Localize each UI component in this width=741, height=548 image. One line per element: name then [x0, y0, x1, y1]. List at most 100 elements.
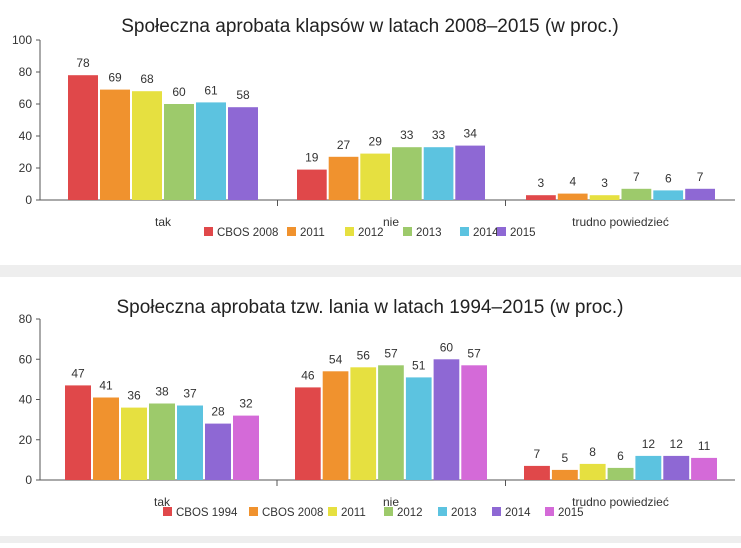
- legend-label: 2012: [358, 227, 384, 239]
- bar: [350, 367, 377, 480]
- y-tick-label: 20: [19, 433, 33, 447]
- data-label: 7: [633, 170, 640, 184]
- legend-swatch: [249, 507, 258, 516]
- data-label: 60: [172, 85, 186, 99]
- y-tick-label: 80: [19, 312, 33, 326]
- y-tick-label: 60: [19, 352, 33, 366]
- legend-swatch: [460, 227, 469, 236]
- bar: [635, 455, 662, 480]
- data-label: 12: [670, 437, 684, 451]
- bar: [328, 156, 359, 200]
- bar: [68, 75, 98, 200]
- legend-label: CBOS 2008: [217, 227, 278, 239]
- bar: [392, 147, 422, 200]
- legend-swatch: [403, 227, 412, 236]
- data-label: 33: [432, 128, 446, 142]
- data-label: 36: [127, 389, 141, 403]
- bar: [405, 377, 432, 480]
- bar: [685, 188, 715, 200]
- bar: [551, 469, 578, 480]
- legend-label: 2015: [510, 227, 536, 239]
- bar: [196, 102, 226, 200]
- legend-swatch: [384, 507, 393, 516]
- data-label: 4: [569, 175, 576, 189]
- data-label: 32: [239, 397, 253, 411]
- chart-2: Społeczna aprobata tzw. lania w latach 1…: [19, 297, 735, 519]
- data-label: 7: [534, 447, 541, 461]
- y-tick-label: 40: [19, 129, 33, 143]
- bar: [93, 397, 119, 480]
- data-label: 29: [369, 135, 383, 149]
- bar: [360, 153, 390, 200]
- data-label: 27: [337, 138, 351, 152]
- legend-swatch: [545, 507, 554, 516]
- bar: [132, 91, 162, 200]
- bar: [100, 89, 130, 200]
- legend-label: CBOS 2008: [262, 507, 323, 519]
- bar: [233, 415, 259, 480]
- legend: CBOS 2008 2011 2012 2013 2014 2015: [204, 227, 536, 239]
- bar: [295, 387, 321, 480]
- bar: [557, 193, 588, 200]
- legend: CBOS 1994 CBOS 2008 2011 2012 2013 2014 2015: [163, 507, 584, 519]
- legend-label: 2012: [397, 507, 423, 519]
- data-label: 6: [617, 449, 624, 463]
- bar: [455, 145, 485, 200]
- y-tick-label: 80: [19, 65, 33, 79]
- bar: [524, 465, 550, 480]
- data-label: 38: [155, 385, 169, 399]
- bar: [378, 365, 404, 480]
- data-label: 34: [464, 127, 478, 141]
- bar: [65, 385, 91, 480]
- y-tick-label: 0: [25, 193, 32, 207]
- bar: [121, 407, 147, 480]
- category-label: nie: [383, 215, 399, 229]
- legend-swatch: [438, 507, 447, 516]
- panel-divider: [0, 265, 741, 277]
- data-label: 11: [698, 439, 711, 453]
- data-label: 78: [76, 56, 90, 70]
- bottom-strip: [0, 536, 741, 543]
- data-label: 5: [561, 451, 568, 465]
- bar: [149, 403, 175, 480]
- bar: [177, 405, 203, 480]
- y-tick-label: 100: [12, 33, 32, 47]
- legend-label: 2011: [300, 227, 325, 239]
- data-label: 69: [108, 71, 122, 85]
- bar: [691, 457, 717, 480]
- legend-label: 2013: [451, 507, 477, 519]
- bar: [433, 359, 460, 481]
- category-label: nie: [383, 495, 399, 509]
- bar: [228, 107, 258, 200]
- data-label: 12: [642, 437, 656, 451]
- category-label: trudno powiedzieć: [572, 495, 669, 509]
- y-tick-label: 0: [25, 473, 32, 487]
- category-label: tak: [154, 495, 171, 509]
- legend-label: CBOS 1994: [176, 507, 238, 519]
- data-label: 3: [601, 176, 608, 190]
- bar: [653, 190, 684, 200]
- bar: [423, 147, 454, 200]
- category-label: trudno powiedzieć: [572, 215, 669, 229]
- bar: [205, 423, 231, 480]
- category-label: tak: [155, 215, 172, 229]
- legend-swatch: [328, 507, 337, 516]
- data-label: 28: [211, 405, 225, 419]
- chart-title: Społeczna aprobata klapsów w latach 2008…: [121, 16, 618, 37]
- data-label: 60: [440, 340, 454, 354]
- chart-1: Społeczna aprobata klapsów w latach 2008…: [12, 16, 735, 239]
- data-label: 3: [538, 176, 545, 190]
- data-label: 56: [357, 348, 371, 362]
- data-label: 57: [467, 346, 481, 360]
- y-tick-label: 20: [19, 161, 33, 175]
- data-label: 58: [236, 88, 250, 102]
- chart-title: Społeczna aprobata tzw. lania w latach 1…: [117, 297, 624, 318]
- legend-label: 2011: [341, 507, 366, 519]
- data-label: 54: [329, 352, 343, 366]
- data-label: 51: [412, 358, 426, 372]
- bar: [461, 365, 487, 480]
- data-label: 46: [301, 368, 315, 382]
- data-label: 61: [204, 83, 218, 97]
